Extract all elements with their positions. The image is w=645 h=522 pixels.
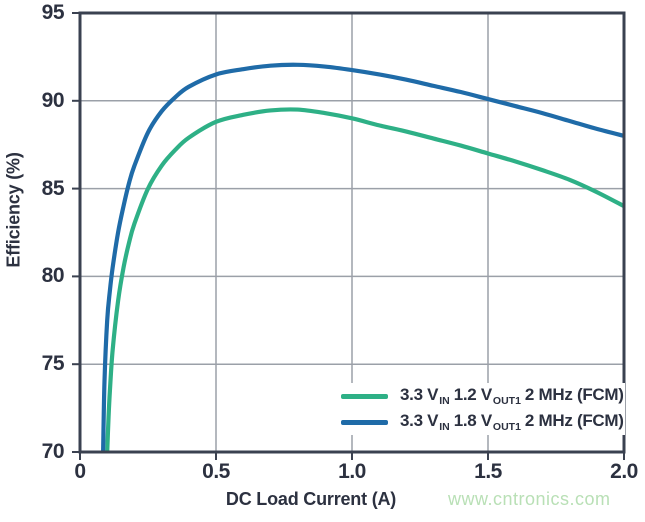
- legend-item-1v8: 3.3 VIN 1.8 VOUT1 2 MHz (FCM): [341, 409, 625, 435]
- y-tick-label: 70: [41, 440, 65, 463]
- watermark: www.cntronics.com: [448, 489, 611, 509]
- x-tick-label: 1.0: [338, 460, 366, 483]
- legend-line-blue: [341, 419, 388, 425]
- y-tick-label: 95: [41, 1, 65, 24]
- x-tick-label: 2.0: [610, 460, 638, 483]
- legend-label-1v8: 3.3 VIN 1.8 VOUT1 2 MHz (FCM): [400, 411, 624, 433]
- legend-label-1v2: 3.3 VIN 1.2 VOUT1 2 MHz (FCM): [400, 385, 624, 407]
- legend-line-green: [341, 393, 388, 399]
- y-tick-label: 80: [41, 264, 65, 288]
- y-axis-title: Efficiency (%): [3, 152, 24, 268]
- x-tick-label: 0: [74, 460, 86, 483]
- legend-item-1v2: 3.3 VIN 1.2 VOUT1 2 MHz (FCM): [341, 383, 625, 409]
- x-tick-label: 1.5: [474, 460, 502, 483]
- y-tick-label: 75: [41, 352, 65, 376]
- y-tick-label: 85: [41, 176, 65, 200]
- x-axis-title: DC Load Current (A): [225, 489, 397, 509]
- y-tick-label: 90: [41, 88, 65, 112]
- legend: 3.3 VIN 1.2 VOUT1 2 MHz (FCM) 3.3 VIN 1.8 V…: [341, 383, 625, 435]
- x-tick-label: 0.5: [202, 460, 230, 483]
